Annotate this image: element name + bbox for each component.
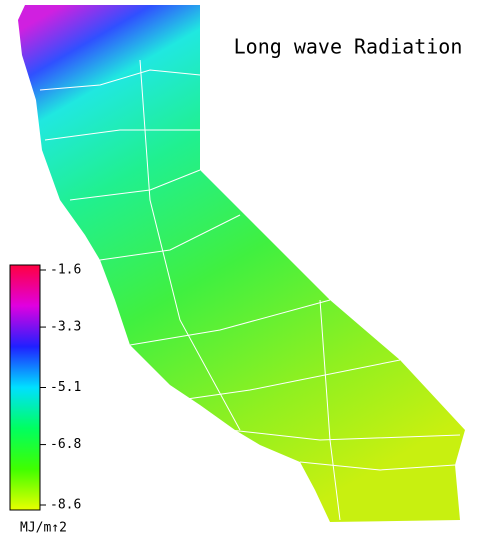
county-lines [39,59,461,521]
map-title: Long wave Radiation [234,35,463,59]
tick-label: -5.1 [50,380,81,395]
state-shape [18,5,465,522]
legend-unit: MJ/m↑2 [20,521,67,536]
tick-label: -3.3 [50,320,81,335]
tick-label: -8.6 [50,498,81,513]
tick-label: -1.6 [50,263,81,278]
tick-label: -6.8 [50,437,81,452]
color-bar [9,264,41,511]
